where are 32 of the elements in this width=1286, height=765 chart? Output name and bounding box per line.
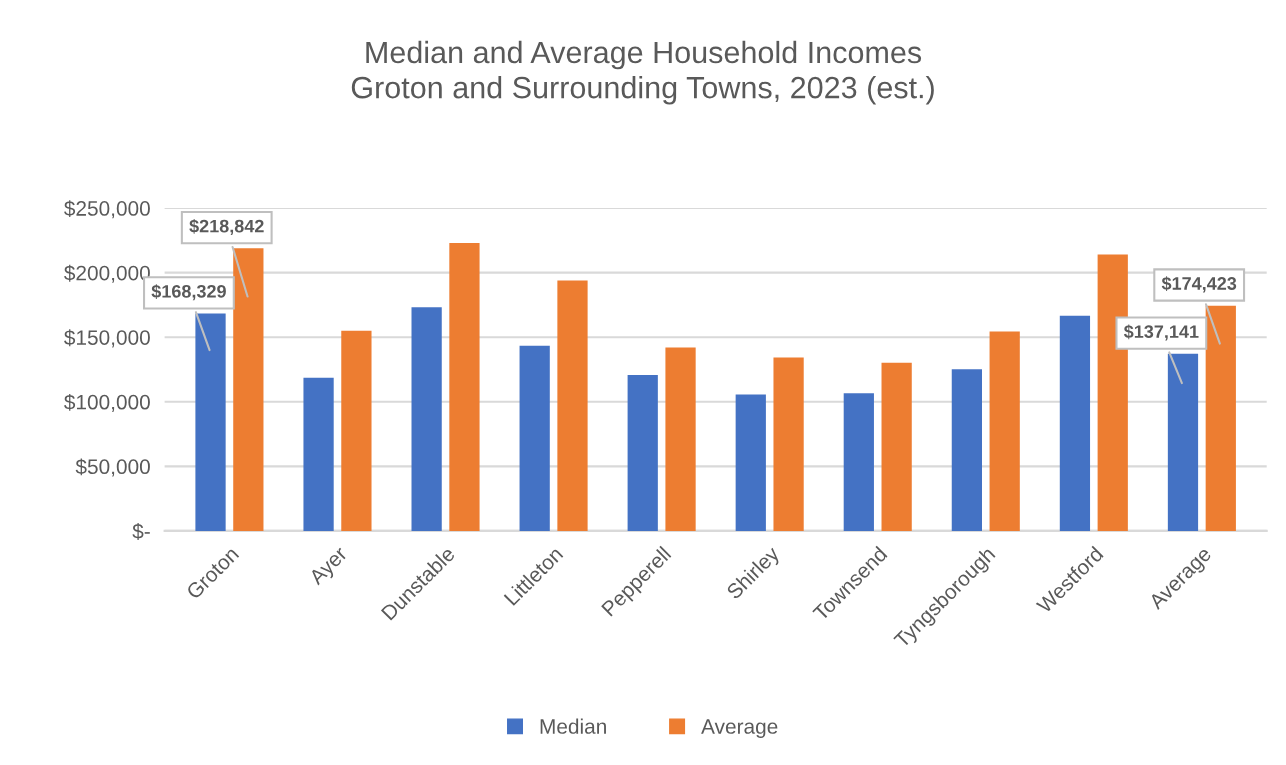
bar bbox=[233, 248, 264, 531]
bar bbox=[627, 374, 658, 531]
bar bbox=[665, 347, 696, 531]
bar bbox=[449, 242, 480, 531]
bar bbox=[195, 313, 226, 531]
bar bbox=[989, 331, 1020, 531]
bar bbox=[341, 330, 372, 531]
bar bbox=[951, 369, 982, 531]
bar bbox=[303, 377, 334, 531]
chart-title: Median and Average Household Incomes Groton and Surrounding Towns, 2023 (est.) bbox=[351, 40, 934, 105]
y-tick-label: $- bbox=[132, 523, 150, 540]
data-label: $168,329 bbox=[151, 284, 226, 301]
data-label: $218,842 bbox=[189, 218, 264, 236]
y-tick-label: $50,000 bbox=[75, 458, 150, 477]
data-label: $137,141 bbox=[1123, 324, 1199, 341]
bar bbox=[411, 307, 442, 531]
y-tick-label: $200,000 bbox=[64, 264, 150, 283]
y-tick-label: $150,000 bbox=[64, 329, 150, 348]
bar bbox=[881, 362, 912, 531]
bar bbox=[1167, 353, 1199, 531]
data-label: $174,423 bbox=[1161, 276, 1237, 293]
bar bbox=[773, 357, 804, 531]
bar bbox=[735, 394, 766, 531]
legend-label: Average bbox=[701, 719, 778, 738]
y-tick-label: $250,000 bbox=[64, 200, 150, 219]
bar bbox=[519, 345, 550, 531]
legend-label: Median bbox=[540, 718, 606, 734]
y-tick-label: $100,000 bbox=[64, 393, 150, 412]
bar bbox=[843, 393, 874, 531]
bar bbox=[1205, 305, 1236, 531]
bar bbox=[557, 280, 588, 531]
bar bbox=[1059, 315, 1091, 531]
